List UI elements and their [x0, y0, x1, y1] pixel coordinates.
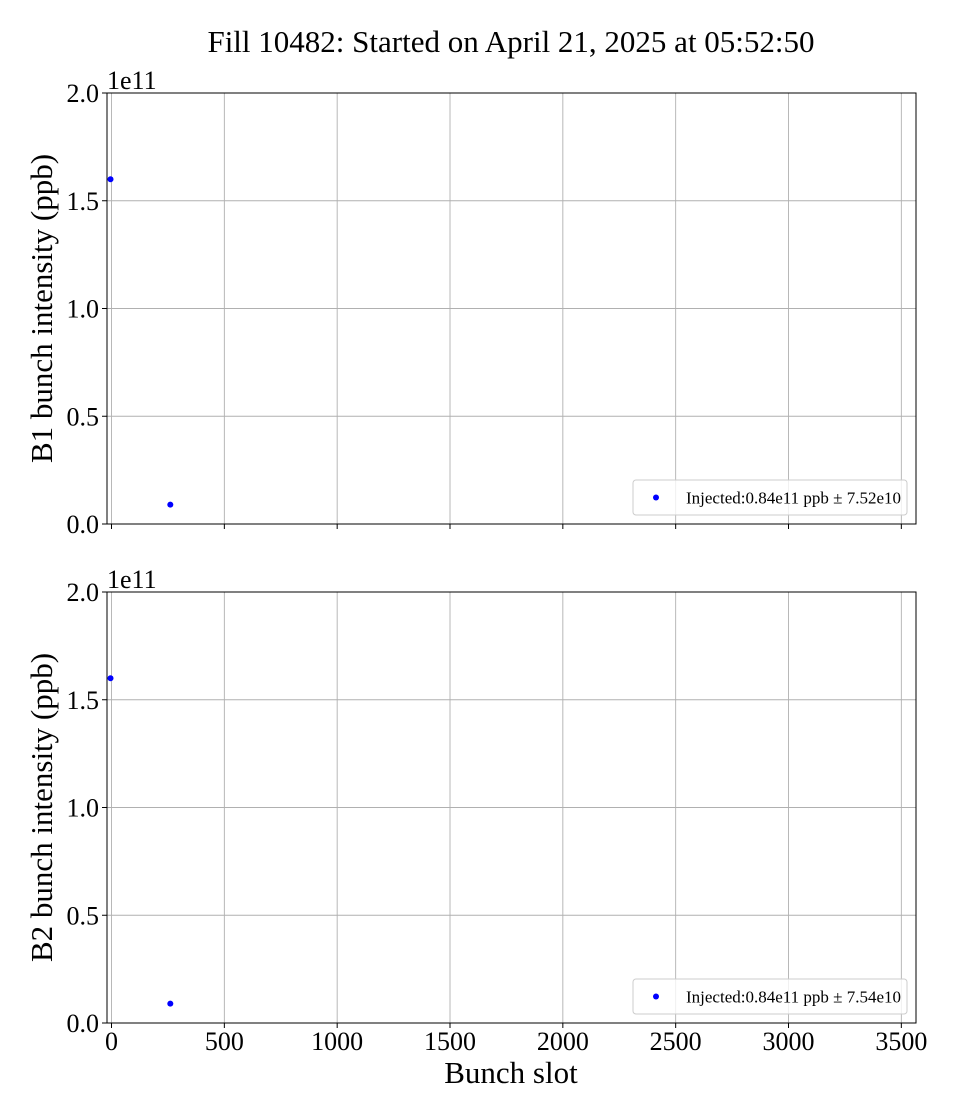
legend-marker: [653, 494, 659, 501]
figure-title: Fill 10482: Started on April 21, 2025 at…: [207, 24, 814, 59]
subplot-b1: 0.0 0.5 1.0 1.5 2.0 1e11 B1 bunch intensity (p…: [24, 66, 917, 539]
y-tick-label: 1.5: [67, 187, 100, 216]
x-tick-label: 3000: [763, 1027, 815, 1056]
y-axis-label: B2 bunch intensity (ppb): [24, 653, 59, 962]
y-offset-label: 1e11: [107, 565, 157, 594]
legend-label: Injected:0.84e11 ppb ± 7.54e10: [686, 988, 901, 1007]
y-tick-label: 0.0: [67, 510, 100, 539]
y-tick-label: 0.5: [67, 402, 100, 431]
legend-marker: [653, 993, 659, 1000]
legend-box: [632, 978, 908, 1015]
x-tick-label: 500: [205, 1027, 244, 1056]
legend-box: [632, 479, 908, 516]
x-tick-label: 3500: [875, 1027, 927, 1056]
y-tick-label: 0.0: [67, 1009, 100, 1038]
y-tick-label: 1.0: [67, 295, 100, 324]
y-tick-label: 2.0: [67, 578, 100, 607]
x-axis-label: Bunch slot: [444, 1055, 578, 1090]
y-tick-label: 0.5: [67, 901, 100, 930]
y-tick-label: 2.0: [67, 79, 100, 108]
y-axis-label: B1 bunch intensity (ppb): [24, 154, 59, 463]
data-point: [107, 176, 114, 183]
data-point: [167, 1000, 174, 1007]
data-point: [107, 675, 114, 682]
legend-label: Injected:0.84e11 ppb ± 7.52e10: [686, 489, 901, 508]
x-tick-label: 0: [105, 1027, 118, 1056]
data-point: [167, 501, 174, 508]
y-tick-label: 1.5: [67, 686, 100, 715]
x-tick-label: 1000: [311, 1027, 363, 1056]
x-tick-label: 2500: [650, 1027, 702, 1056]
y-offset-label: 1e11: [107, 66, 157, 95]
subplot-b2: 0 500 1000 1500 2000 2500 3000 3500 0.0 0.5 1.0 1.5…: [24, 565, 927, 1056]
y-tick-label: 1.0: [67, 794, 100, 823]
x-tick-label: 2000: [537, 1027, 589, 1056]
x-tick-label: 1500: [424, 1027, 476, 1056]
